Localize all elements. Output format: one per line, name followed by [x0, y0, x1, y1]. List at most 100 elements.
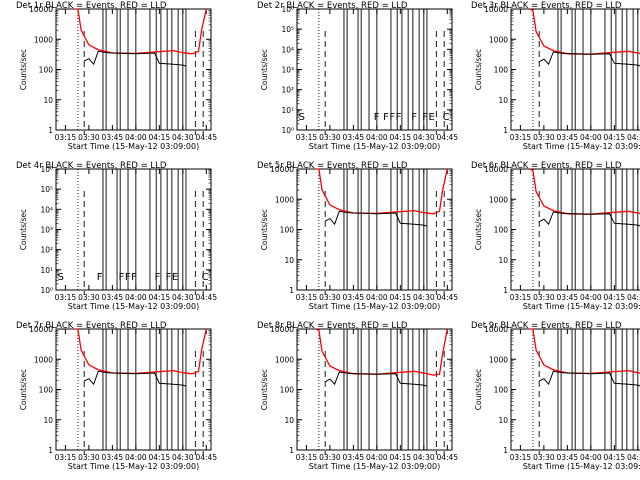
events-series-line	[538, 370, 640, 387]
y-tick-label: 1000	[34, 35, 53, 44]
flag-label: F	[125, 272, 131, 283]
x-tick-label: 04:30	[413, 453, 435, 462]
detector-panel: Det 5r BLACK = Events, RED = LLD 1 10 100 10…	[257, 161, 458, 311]
x-tick-label: 04:30	[413, 133, 435, 142]
x-tick-label: 03:30	[533, 293, 555, 302]
flag-label: F	[383, 112, 389, 123]
x-tick-label: 04:15	[604, 293, 626, 302]
detector-panel: Det 7r BLACK = Events, RED = LLD 1 10 100 10…	[16, 321, 217, 471]
lld-series-line	[529, 328, 640, 375]
x-tick-label: 04:30	[627, 453, 640, 462]
lld-series-line	[74, 328, 207, 375]
y-tick-label: 10⁶	[40, 165, 53, 174]
x-tick-label: 03:15	[55, 453, 77, 462]
detector-panel: Det 1r BLACK = Events, RED = LLD 1 10 100 10…	[16, 1, 217, 151]
y-tick-label: 1	[48, 446, 53, 455]
lld-series-line	[529, 168, 640, 215]
y-tick-label: 1	[289, 286, 294, 295]
x-tick-label: 03:15	[510, 133, 532, 142]
flag-label: F	[155, 272, 161, 283]
x-tick-label: 03:45	[343, 293, 365, 302]
x-tick-label: 03:15	[510, 453, 532, 462]
panel-title: Det 7r BLACK = Events, RED = LLD	[16, 321, 167, 331]
events-series-line	[324, 210, 428, 227]
x-tick-label: 04:45	[436, 293, 458, 302]
y-tick-label: 10000	[484, 165, 508, 174]
y-tick-label: 10¹	[281, 106, 294, 115]
x-tick-label: 04:00	[366, 293, 388, 302]
panel-title: Det 2r BLACK = Events, RED = LLD	[257, 1, 408, 11]
x-tick-label: 03:15	[55, 293, 77, 302]
y-axis-label: Counts/sec	[19, 209, 28, 250]
x-tick-label: 04:30	[172, 453, 194, 462]
x-tick-label: 03:30	[319, 293, 341, 302]
x-axis-label: Start Time (15-May-12 03:09:00)	[68, 302, 199, 311]
x-tick-label: 04:00	[125, 133, 147, 142]
y-tick-label: 1	[503, 126, 508, 135]
flag-label: F	[119, 272, 125, 283]
detector-panel: Det 8r BLACK = Events, RED = LLD 1 10 100 10…	[257, 321, 458, 471]
flag-label: F	[374, 112, 380, 123]
plot-frame	[296, 328, 453, 451]
x-tick-label: 03:30	[78, 453, 100, 462]
y-tick-label: 10⁵	[40, 185, 53, 194]
y-tick-label: 10	[43, 96, 53, 105]
y-tick-label: 10⁰	[40, 286, 53, 295]
x-tick-label: 03:45	[557, 453, 579, 462]
x-tick-label: 04:00	[125, 293, 147, 302]
y-tick-label: 1	[48, 126, 53, 135]
y-tick-label: 10²	[281, 86, 294, 95]
y-tick-label: 100	[280, 386, 295, 395]
lld-series-line	[529, 8, 640, 55]
x-tick-label: 03:45	[557, 133, 579, 142]
flag-label: E	[172, 272, 178, 283]
flag-label: F	[422, 112, 428, 123]
y-axis-label: Counts/sec	[474, 49, 483, 90]
x-tick-label: 03:15	[296, 293, 318, 302]
panel-title: Det 3r BLACK = Events, RED = LLD	[471, 1, 622, 11]
x-tick-label: 04:15	[604, 453, 626, 462]
events-series-line	[538, 211, 640, 227]
y-tick-label: 10	[498, 416, 508, 425]
y-tick-label: 10000	[270, 165, 294, 174]
detector-panel: Det 2r BLACK = Events, RED = LLD 10⁰ 10¹ 10…	[257, 1, 458, 151]
y-tick-label: 1000	[489, 195, 508, 204]
x-axis-label: Start Time (15-May-12 03:09:00)	[523, 302, 640, 311]
x-tick-label: 03:45	[102, 293, 124, 302]
y-tick-label: 1000	[489, 35, 508, 44]
panel-title: Det 8r BLACK = Events, RED = LLD	[257, 321, 408, 331]
y-tick-label: 10³	[40, 226, 53, 235]
x-tick-label: 03:30	[319, 453, 341, 462]
y-tick-label: 10000	[29, 5, 53, 14]
y-tick-label: 10⁵	[281, 25, 294, 34]
x-tick-label: 04:30	[627, 293, 640, 302]
x-tick-label: 03:30	[78, 133, 100, 142]
x-tick-label: 04:15	[390, 133, 412, 142]
x-axis-label: Start Time (15-May-12 03:09:00)	[523, 462, 640, 471]
detector-panel: Det 9r BLACK = Events, RED = LLD 1 10 100 10…	[471, 321, 640, 471]
y-tick-label: 1000	[489, 355, 508, 364]
x-tick-label: 03:30	[319, 133, 341, 142]
panel-title: Det 1r BLACK = Events, RED = LLD	[16, 1, 167, 11]
x-tick-label: 03:45	[102, 453, 124, 462]
x-tick-label: 04:15	[390, 293, 412, 302]
x-tick-label: 04:00	[125, 453, 147, 462]
y-axis-label: Counts/sec	[260, 369, 269, 410]
x-tick-label: 03:30	[533, 453, 555, 462]
y-axis-label: Counts/sec	[19, 49, 28, 90]
y-tick-label: 1	[503, 286, 508, 295]
detector-panel: Det 6r BLACK = Events, RED = LLD 1 10 100 10…	[471, 161, 640, 311]
x-tick-label: 04:30	[172, 133, 194, 142]
flag-label: F	[389, 112, 395, 123]
y-tick-label: 1	[503, 446, 508, 455]
events-series-line	[324, 371, 428, 387]
x-tick-label: 04:15	[149, 453, 171, 462]
x-tick-label: 04:45	[195, 453, 217, 462]
panel-title: Det 9r BLACK = Events, RED = LLD	[471, 321, 622, 331]
flag-label: F	[131, 272, 137, 283]
x-tick-label: 03:30	[533, 133, 555, 142]
x-tick-label: 03:45	[102, 133, 124, 142]
detector-panel: Det 3r BLACK = Events, RED = LLD 1 10 100 10…	[471, 1, 640, 151]
x-tick-label: 04:15	[149, 293, 171, 302]
